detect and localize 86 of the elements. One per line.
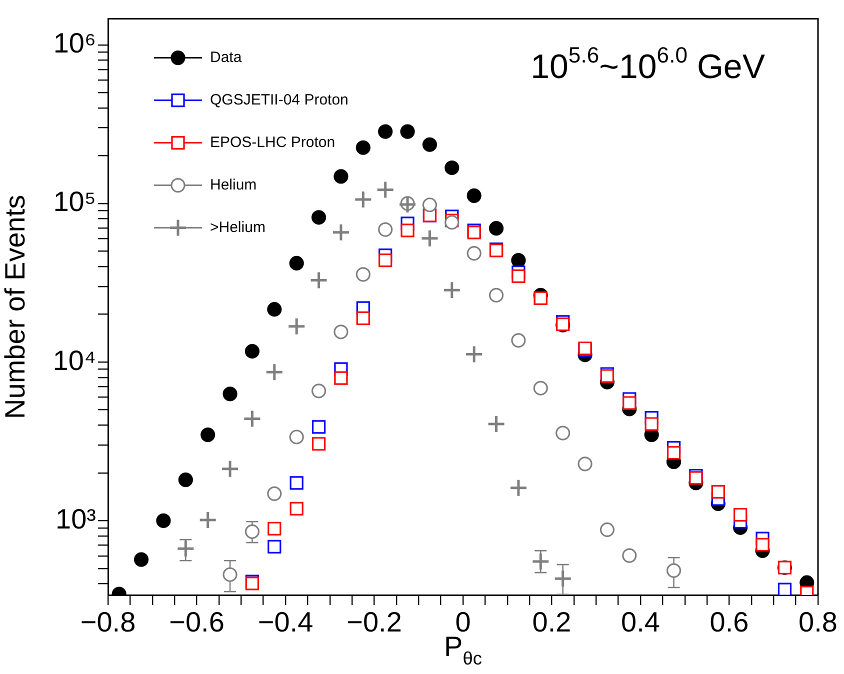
point bbox=[267, 486, 282, 501]
point bbox=[311, 210, 326, 225]
point bbox=[334, 371, 348, 385]
point bbox=[356, 267, 370, 282]
y-tick-label: 10⁵ bbox=[53, 186, 96, 218]
point bbox=[265, 362, 284, 382]
y-tick-label: 10⁶ bbox=[53, 28, 96, 59]
point bbox=[400, 224, 414, 238]
point bbox=[511, 333, 526, 348]
point bbox=[420, 229, 439, 248]
point bbox=[444, 160, 460, 176]
point bbox=[310, 271, 328, 290]
point bbox=[289, 430, 304, 444]
point bbox=[487, 414, 506, 434]
point bbox=[622, 548, 637, 563]
point bbox=[464, 345, 484, 364]
point bbox=[488, 288, 504, 303]
point bbox=[488, 221, 504, 236]
point bbox=[134, 552, 149, 567]
point bbox=[334, 324, 348, 340]
point bbox=[442, 280, 462, 300]
point bbox=[689, 471, 703, 485]
point bbox=[756, 538, 770, 552]
point bbox=[378, 124, 393, 139]
point bbox=[198, 510, 218, 530]
legend-label: Data bbox=[210, 48, 242, 66]
point bbox=[422, 198, 438, 212]
x-tick-label: 0 bbox=[455, 606, 471, 638]
point bbox=[778, 582, 792, 595]
point bbox=[400, 124, 415, 139]
point bbox=[666, 446, 681, 460]
point bbox=[287, 317, 306, 336]
point bbox=[156, 513, 171, 528]
point bbox=[444, 215, 460, 230]
point bbox=[531, 552, 550, 571]
point bbox=[242, 410, 262, 428]
point bbox=[466, 188, 482, 203]
point bbox=[356, 140, 370, 155]
point bbox=[244, 524, 260, 539]
point bbox=[556, 426, 570, 440]
y-tick-label: 10⁴ bbox=[52, 344, 96, 376]
point bbox=[509, 478, 528, 498]
point bbox=[466, 246, 482, 261]
point bbox=[244, 344, 260, 359]
point bbox=[311, 384, 326, 398]
point bbox=[332, 223, 350, 242]
y-axis-title: Number of Events bbox=[0, 194, 31, 419]
point bbox=[222, 386, 238, 402]
point bbox=[178, 472, 193, 488]
point bbox=[422, 137, 438, 152]
x-tick-label: −0.6 bbox=[169, 606, 224, 638]
legend-label: EPOS-LHC Proton bbox=[210, 134, 336, 151]
point bbox=[711, 485, 725, 499]
point bbox=[176, 539, 195, 558]
point bbox=[268, 540, 282, 554]
point bbox=[378, 222, 393, 237]
point bbox=[222, 567, 238, 582]
x-tick-label: 0.2 bbox=[532, 606, 572, 638]
x-tick-label: 0.4 bbox=[621, 606, 660, 638]
x-tick-label: −0.2 bbox=[346, 606, 402, 638]
point bbox=[376, 180, 395, 200]
point bbox=[600, 522, 615, 538]
point bbox=[666, 563, 682, 578]
point bbox=[578, 456, 592, 472]
legend-label: Helium bbox=[210, 176, 257, 194]
point bbox=[512, 269, 526, 283]
legend-label: QGSJETII-04 Proton bbox=[210, 91, 348, 108]
point bbox=[334, 169, 348, 184]
point bbox=[554, 569, 572, 588]
point bbox=[220, 460, 240, 478]
point bbox=[267, 302, 282, 317]
x-tick-label: −0.4 bbox=[258, 606, 314, 638]
x-tick-label: 0.6 bbox=[710, 606, 749, 638]
point bbox=[290, 476, 304, 490]
point bbox=[200, 427, 216, 442]
x-tick-label: 0.8 bbox=[798, 606, 838, 638]
point bbox=[312, 420, 326, 434]
legend-label: >Helium bbox=[210, 218, 266, 236]
y-tick-label: 10³ bbox=[56, 503, 96, 534]
point bbox=[378, 254, 392, 268]
point bbox=[289, 256, 304, 271]
point bbox=[644, 417, 658, 431]
point bbox=[622, 396, 636, 410]
x-tick-label: −0.8 bbox=[80, 606, 136, 638]
point bbox=[354, 190, 372, 209]
point bbox=[533, 380, 548, 396]
